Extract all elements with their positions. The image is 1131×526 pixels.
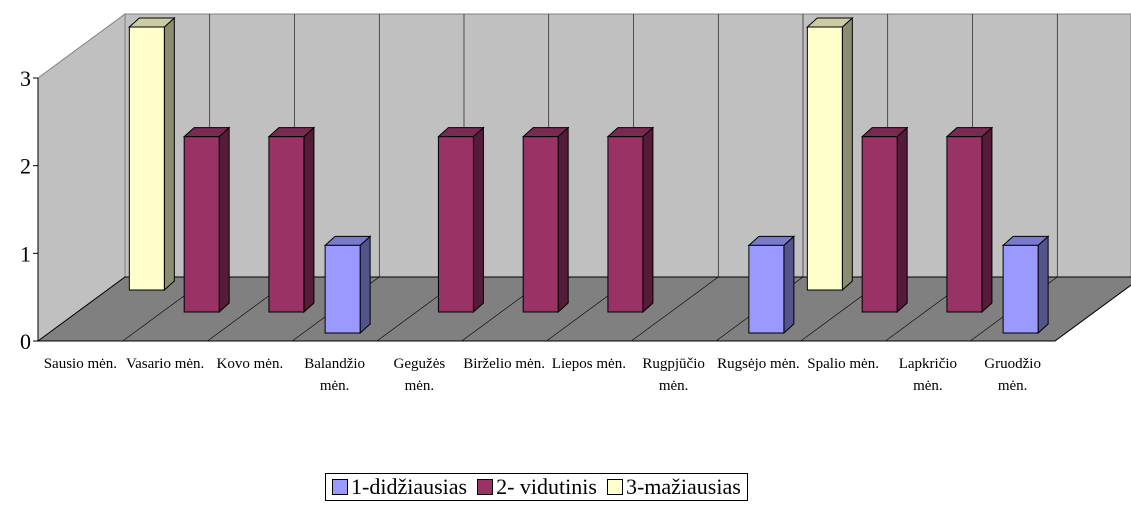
bar (806, 26, 843, 291)
x-tick-label: Gegužės mėn. (393, 356, 446, 394)
bar-side (1037, 235, 1049, 335)
bar (522, 136, 559, 313)
x-tick-label: Balandžio mėn. (304, 356, 366, 394)
bar (183, 136, 220, 313)
bar (946, 136, 983, 313)
legend-label: 2- vidutinis (496, 474, 597, 499)
x-tick-label: Vasario mėn. (125, 356, 205, 372)
legend: 1-didžiausias 2- vidutinis 3-mažiausias (325, 473, 748, 501)
bar-side (218, 126, 230, 314)
legend-label: 3-mažiausias (625, 474, 741, 499)
x-tick-label: Gruodžio mėn. (984, 356, 1041, 394)
bar-side (981, 126, 993, 314)
y-tick-label: 0 (20, 329, 31, 354)
legend-swatch (606, 479, 623, 495)
y-tick-label: 3 (20, 66, 31, 91)
x-tick-label: Spalio mėn. (807, 356, 879, 372)
legend-item: 1-didžiausias (332, 474, 467, 500)
legend-swatch (477, 479, 494, 495)
bar-side (472, 126, 484, 314)
legend-item: 3-mažiausias (606, 474, 741, 500)
x-tick-label: Kovo mėn. (216, 356, 284, 372)
bar-side (783, 235, 795, 335)
x-tick-label: Rugpjūčio mėn. (642, 356, 705, 394)
bar (128, 26, 165, 291)
x-tick-label: Birželio mėn. (463, 356, 545, 372)
bar-side (163, 16, 175, 292)
floor-grid-line (1054, 284, 1131, 342)
bar (861, 136, 898, 313)
legend-swatch (332, 479, 348, 495)
x-tick-label: Sausio mėn. (43, 356, 118, 372)
legend-item: 2- vidutinis (477, 474, 597, 500)
bar-side (359, 235, 371, 335)
x-tick-label: Rugsėjo mėn. (717, 356, 800, 372)
bar (607, 136, 644, 313)
bar-side (557, 126, 569, 314)
bar (437, 136, 474, 313)
bar-side (896, 126, 908, 314)
legend-label: 1-didžiausias (351, 474, 468, 499)
bar (324, 244, 361, 334)
bar (748, 244, 785, 334)
bar-side (841, 16, 853, 292)
y-tick-label: 1 (20, 241, 31, 266)
x-tick-label: Lapkričio mėn. (898, 356, 958, 394)
x-tick-label: Liepos mėn. (551, 356, 626, 372)
bar (268, 136, 305, 313)
bar-side (303, 126, 315, 314)
bar-side (642, 126, 654, 314)
bar (1002, 244, 1039, 334)
y-tick-label: 2 (20, 154, 31, 179)
floor-grid-line (631, 276, 719, 342)
